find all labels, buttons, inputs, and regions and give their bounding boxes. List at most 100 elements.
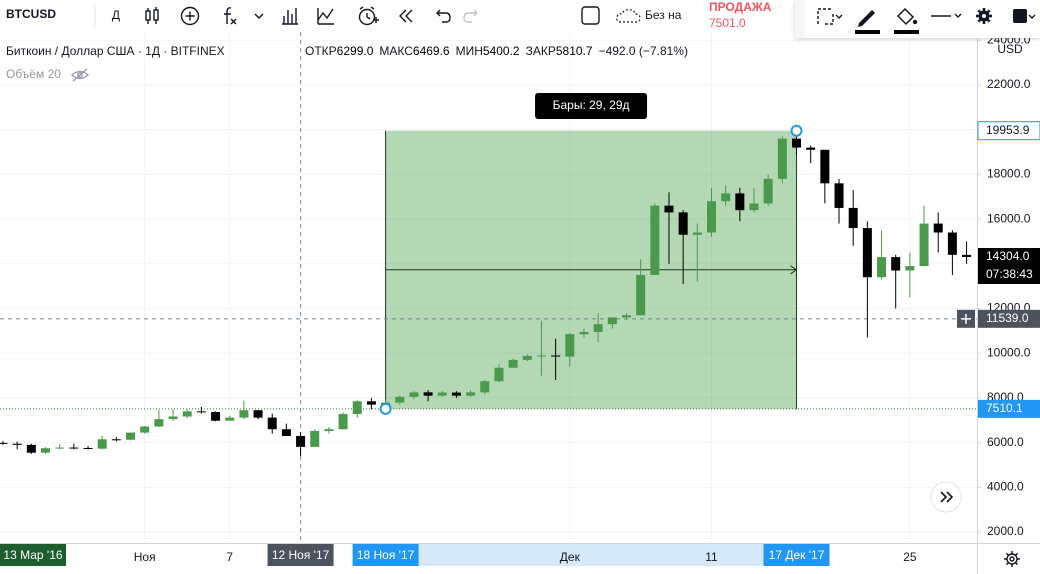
sell-button[interactable] [700, 0, 794, 32]
candle-body [551, 355, 561, 357]
ohlc-value: 6469.6 [413, 44, 450, 58]
crosshair-price-tag: 11539.0 [986, 311, 1029, 325]
candle-body [664, 205, 674, 213]
measure-low-tag: 7510.1 [986, 401, 1023, 415]
candle-body [338, 414, 348, 430]
measure-handle [379, 402, 392, 415]
crosshair-price-tag-box [978, 309, 1040, 328]
layout-button[interactable] [581, 6, 600, 25]
candle-body [891, 257, 901, 271]
line-color-button[interactable] [855, 10, 880, 34]
financials-button[interactable] [282, 8, 298, 25]
candle-body [154, 419, 164, 427]
measure-start-badge-box [352, 544, 419, 566]
countdown: 07:38:43 [986, 267, 1033, 281]
candle-body [848, 207, 858, 229]
candle-body [834, 183, 844, 208]
ohlc-legend: ОТКР 6299.0 МАКС 6469.6 МИН 5400.2 ЗАКР 5810.7−… [305, 44, 688, 58]
indicators-button[interactable] [224, 7, 237, 25]
candle-body [395, 396, 405, 403]
compare-button[interactable] [180, 6, 200, 26]
candle-body [579, 331, 589, 335]
candle-body [820, 149, 830, 184]
candle-body [862, 228, 872, 278]
measure-time-range [385, 544, 797, 566]
ohlc-value: 5810.7 [556, 44, 593, 58]
drawing-tool-button[interactable] [817, 8, 843, 25]
candle-body [281, 429, 291, 436]
last-price-tag: 14304.0 [986, 249, 1030, 263]
candle-body [678, 212, 688, 235]
hide-volume-button[interactable] [71, 68, 89, 82]
candle-body [324, 429, 334, 432]
candle-body [182, 411, 192, 417]
measure-high-tag: 19953.9 [986, 123, 1030, 137]
ohlc-label: ЗАКР [526, 44, 556, 58]
replay-button[interactable] [399, 9, 413, 23]
candle-body [593, 324, 603, 332]
candle-body [877, 257, 887, 278]
candle-body [536, 355, 546, 357]
x-tick-label: Ноя [134, 550, 156, 564]
add-alert-button[interactable] [957, 309, 975, 328]
drag-handle[interactable] [795, 0, 805, 38]
x-tick-label: 11 [705, 550, 718, 564]
settings-button[interactable] [1004, 551, 1020, 567]
candle-body [267, 417, 277, 430]
ohlc-label: ОТКР [305, 44, 337, 58]
ohlc-change: −492.0 (−7.81%) [599, 44, 688, 58]
interval-button[interactable]: Д [112, 8, 120, 22]
y-tick-label: 6000.0 [987, 435, 1024, 449]
candle-body [792, 138, 802, 148]
fill-color-button[interactable] [894, 7, 919, 34]
candle-body [409, 392, 419, 397]
candle-body [806, 147, 816, 150]
ohlc-label: МАКС [379, 44, 413, 58]
candle-body [962, 254, 972, 258]
y-tick-label: 4000.0 [987, 480, 1024, 494]
candle-body [692, 232, 702, 235]
crosshair-date-badge-box [267, 544, 334, 566]
save-button[interactable] [616, 9, 641, 23]
candle-body [437, 392, 447, 396]
measure-high-tag-box [977, 121, 1040, 141]
candle-body [239, 410, 249, 418]
symbol-search[interactable]: BTCUSD [6, 7, 56, 21]
y-tick-label: 22000.0 [987, 77, 1031, 91]
alert-button[interactable] [358, 6, 380, 26]
candle-body [522, 355, 532, 360]
templates-button[interactable] [317, 8, 334, 25]
currency-label: USD [997, 42, 1023, 56]
y-tick-label: 2000.0 [987, 524, 1024, 538]
candle-body [423, 392, 433, 396]
candle-body [607, 317, 617, 325]
sell-price[interactable]: 7501.0 [709, 16, 746, 30]
candle-body [111, 439, 121, 441]
save-label[interactable]: Без на [645, 8, 682, 22]
redo-button[interactable] [463, 9, 478, 23]
time-axis-labels: Ноя 7 Дек 11 25 13 Мар '16 12 Ноя '17 18 Ноя '1… [0, 544, 917, 566]
candle-body [650, 205, 660, 275]
more-button[interactable] [1013, 9, 1036, 23]
settings-drawing-button[interactable] [976, 8, 992, 24]
candle-body [451, 392, 461, 396]
scroll-to-realtime-button[interactable] [930, 481, 962, 513]
crosshair-date-badge: 12 Ноя '17 [272, 548, 330, 562]
measure-start-badge: 18 Ноя '17 [357, 548, 415, 562]
candle-body [749, 203, 759, 211]
measure-label-box [535, 93, 648, 119]
candle-body [69, 447, 79, 449]
candle-body [508, 359, 518, 368]
ohlc-label: МИН [456, 44, 483, 58]
candle-body [97, 439, 107, 449]
line-style-button[interactable] [931, 13, 962, 18]
candle-body [12, 443, 22, 445]
undo-button[interactable] [436, 9, 451, 23]
measure-handle [790, 124, 803, 137]
sell-label[interactable]: ПРОДАЖА [709, 0, 772, 14]
candle-body [168, 416, 178, 420]
candle-body [126, 432, 136, 440]
chart-style-button[interactable] [145, 7, 159, 24]
indicators-dropdown[interactable] [254, 13, 264, 19]
